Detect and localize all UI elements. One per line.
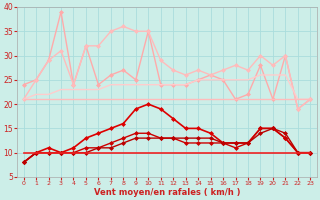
X-axis label: Vent moyen/en rafales ( km/h ): Vent moyen/en rafales ( km/h ) [94,188,240,197]
